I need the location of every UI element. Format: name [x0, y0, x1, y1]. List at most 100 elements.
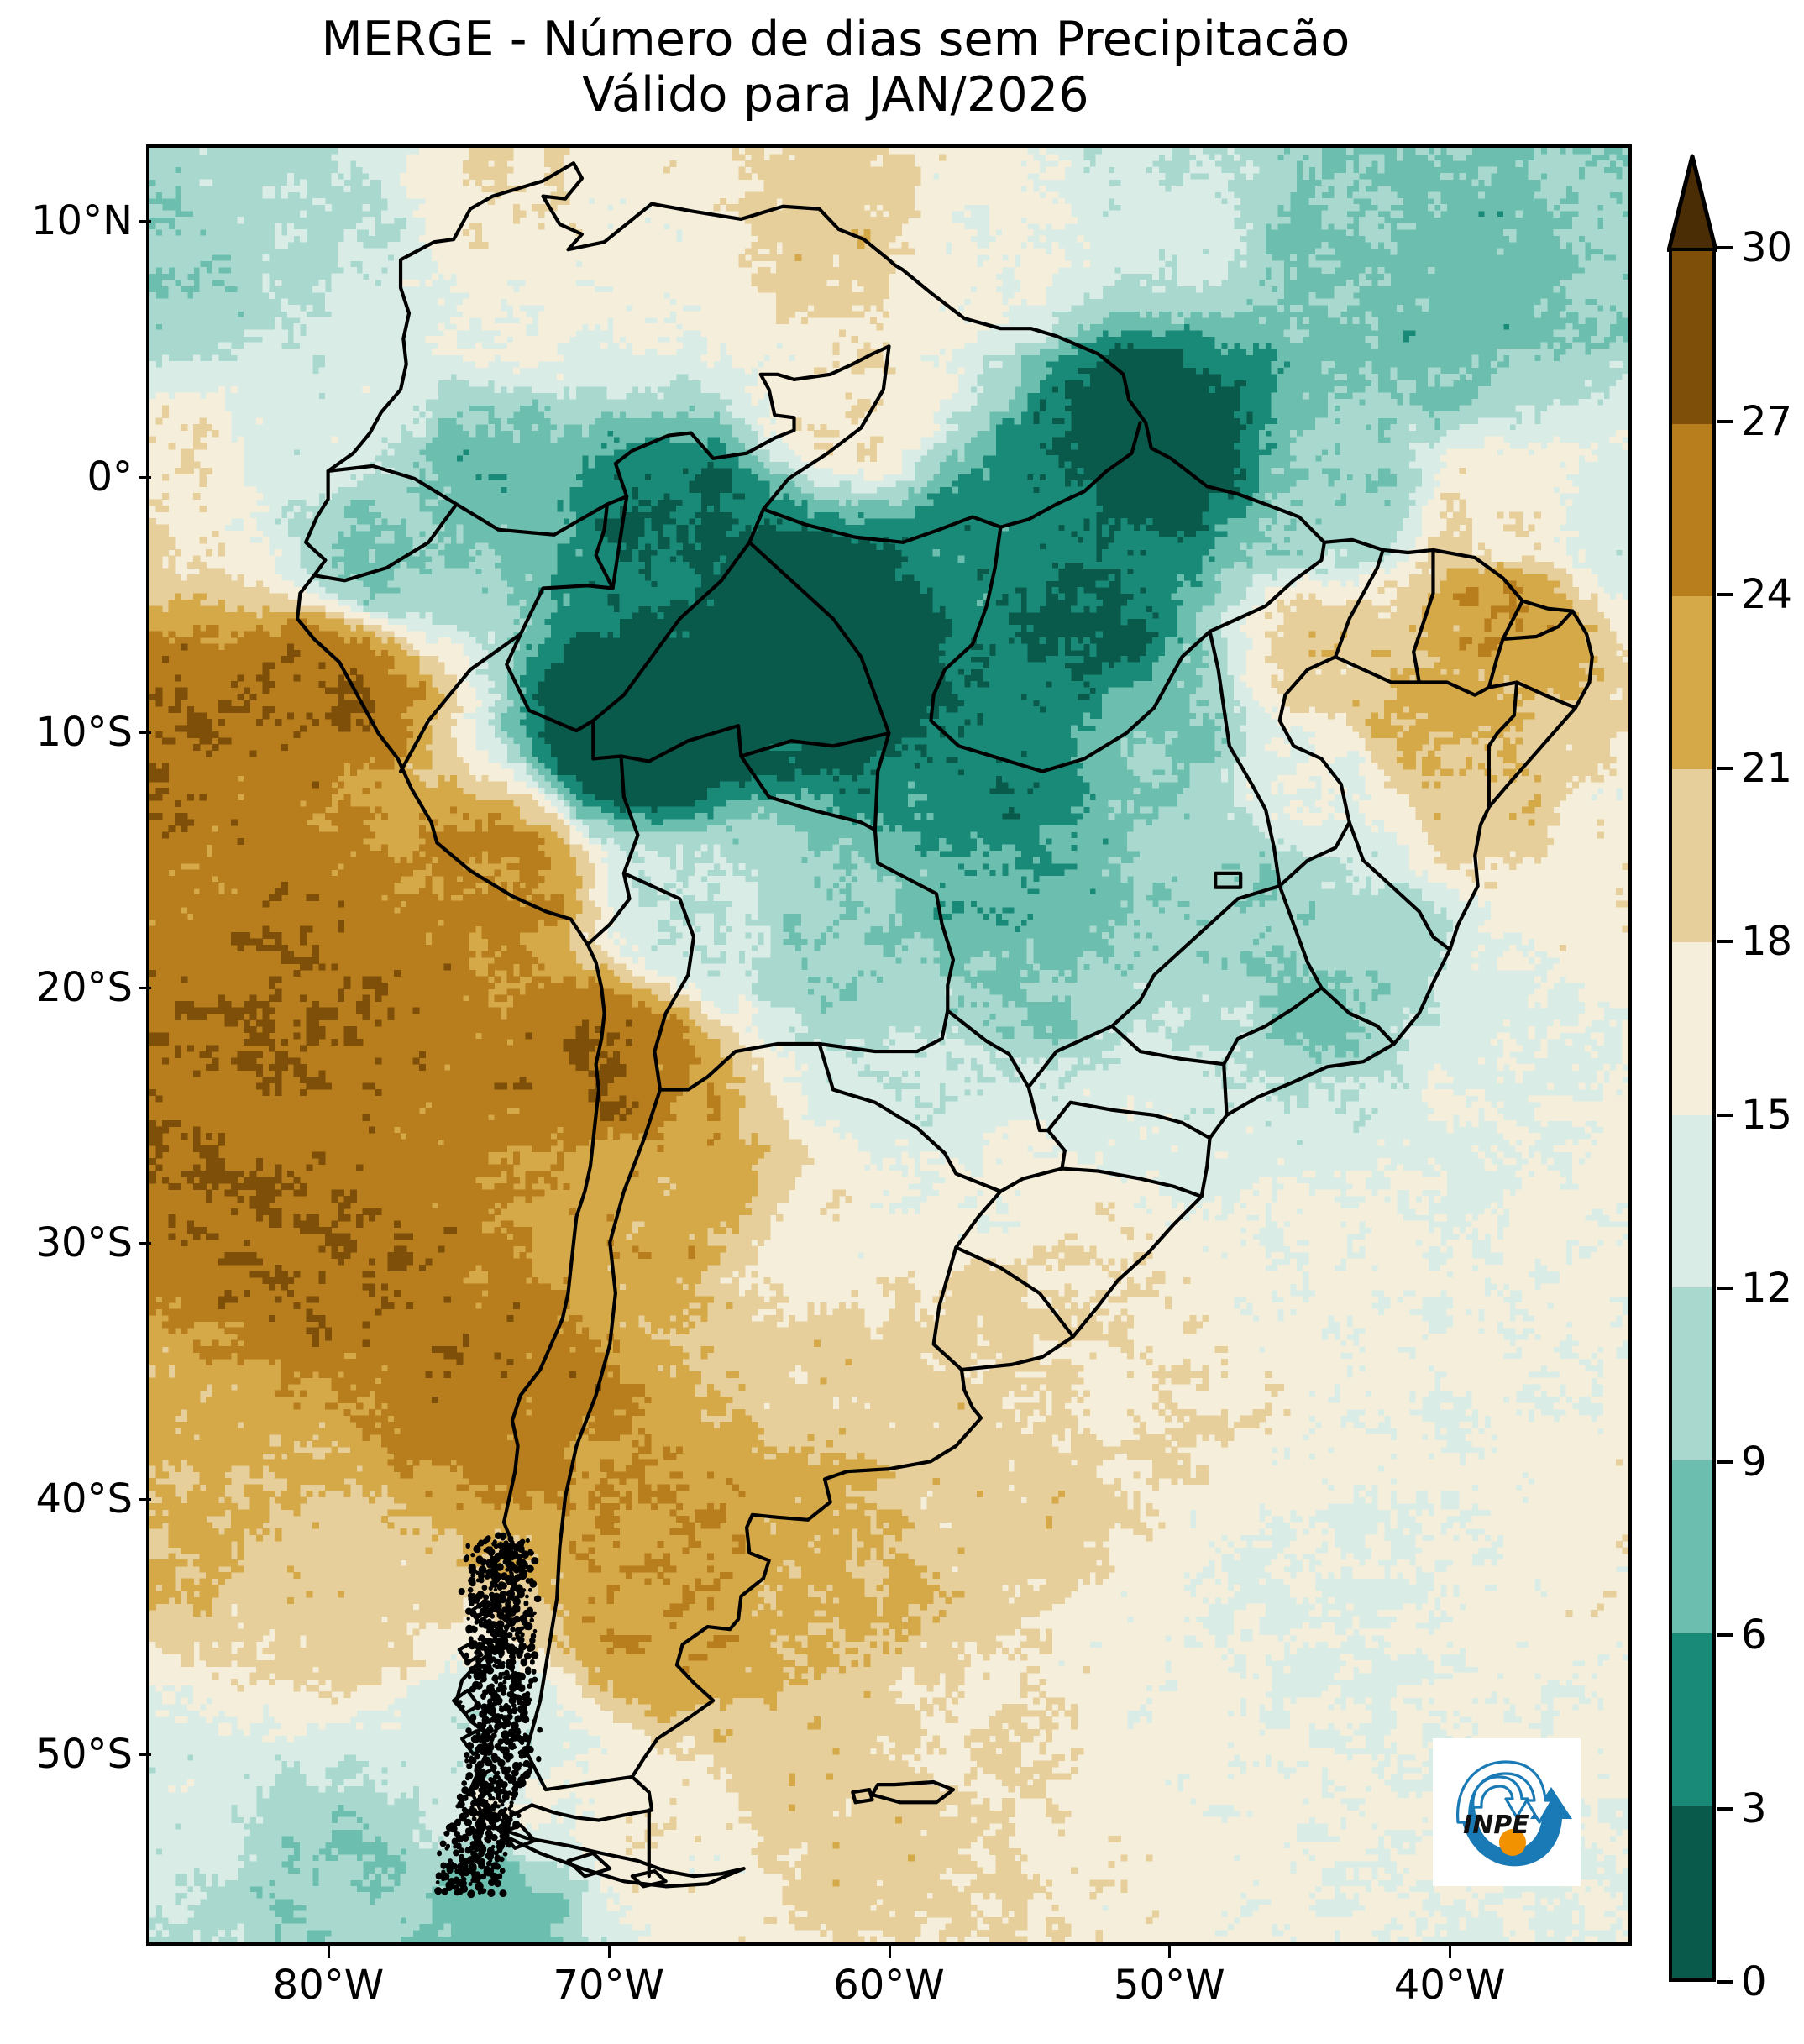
border-line	[851, 1787, 874, 1805]
border-line	[1501, 609, 1575, 642]
border-line	[870, 1779, 956, 1805]
border-line	[931, 1245, 963, 1372]
colorbar-tick-mark	[1717, 940, 1733, 943]
border-line	[817, 1041, 1003, 1193]
border-line	[630, 1869, 668, 1889]
colorbar-tick-mark	[1717, 593, 1733, 596]
inner-arc-icon	[1471, 1775, 1529, 1819]
colorbar-tick-mark	[1717, 246, 1733, 249]
border-line	[1487, 680, 1519, 810]
latitude-tick-mark	[139, 731, 151, 734]
colorbar-tick-mark	[1717, 766, 1733, 770]
latitude-tick-mark	[139, 1753, 151, 1756]
latitude-tick-mark	[139, 1497, 151, 1501]
border-line	[1347, 820, 1452, 951]
latitude-tick-label: 50°S	[35, 1730, 133, 1778]
colorbar-band	[1672, 941, 1712, 1115]
border-line	[1277, 655, 1577, 888]
border-line	[398, 632, 522, 773]
inpe-wordmark: INPE	[1463, 1811, 1529, 1840]
colorbar-tick-label: 27	[1741, 397, 1793, 445]
colorbar-tick-label: 3	[1741, 1785, 1767, 1832]
longitude-tick-label: 80°W	[272, 1962, 385, 2009]
colorbar-tick-mark	[1717, 1460, 1733, 1464]
colorbar-band	[1672, 1633, 1712, 1806]
colorbar-tick-mark	[1717, 1113, 1733, 1117]
longitude-tick-label: 60°W	[833, 1962, 945, 2009]
border-line	[1333, 548, 1385, 659]
longitude-tick-label: 40°W	[1393, 1962, 1506, 2009]
chart-title-block: MERGE - Número de dias sem Precipitacão …	[0, 12, 1671, 123]
latitude-tick-mark	[139, 220, 151, 223]
longitude-tick-mark	[327, 1946, 330, 1958]
latitude-tick-label: 0°	[87, 453, 133, 501]
colorbar-band	[1672, 1287, 1712, 1460]
border-line	[524, 1088, 663, 1792]
colorbar-band	[1672, 251, 1712, 424]
latitude-tick-mark	[139, 1242, 151, 1245]
colorbar-tick-mark	[1717, 1806, 1733, 1811]
latitude-tick-mark	[139, 475, 151, 479]
border-line	[1060, 1166, 1204, 1198]
colorbar-band	[1672, 1114, 1712, 1288]
latitude-tick-label: 30°S	[35, 1219, 133, 1267]
colorbar-band	[1672, 596, 1712, 770]
contour-band-fill	[456, 210, 1510, 933]
border-line	[1110, 1024, 1226, 1067]
border-line	[1214, 871, 1243, 889]
border-line	[739, 731, 891, 758]
inpe-logo-graphic: INPE	[1456, 1760, 1572, 1867]
colorbar-band	[1672, 1460, 1712, 1633]
border-line	[621, 871, 950, 1092]
contour-band-fill	[149, 148, 1628, 1942]
colorbar-tick-mark	[1717, 1980, 1733, 1984]
colorbar-tick-label: 9	[1741, 1438, 1767, 1486]
longitude-tick-mark	[1449, 1946, 1452, 1958]
contour-band-fill	[149, 643, 639, 1404]
latitude-tick-mark	[139, 987, 151, 990]
colorbar-tick-label: 24	[1741, 571, 1793, 618]
latitude-tick-label: 10°S	[35, 708, 133, 756]
colorbar-gradient-body	[1669, 248, 1716, 1982]
orange-dot-icon	[1499, 1829, 1526, 1856]
border-line	[1046, 1100, 1212, 1140]
border-line	[1487, 599, 1524, 689]
inpe-logo: INPE	[1433, 1738, 1581, 1886]
border-line	[929, 540, 1326, 773]
contour-field-layer	[149, 148, 1628, 1942]
colorbar-tick-label: 15	[1741, 1091, 1793, 1139]
longitude-tick-mark	[888, 1946, 891, 1958]
border-line	[1026, 629, 1282, 1089]
page-title: MERGE - Número de dias sem Precipitacão	[321, 12, 1350, 67]
page-subtitle: Válido para JAN/2026	[582, 67, 1089, 123]
country-state-borders	[296, 161, 1594, 1899]
colorbar-tick-mark	[1717, 419, 1733, 423]
contour-band-fill	[149, 229, 1604, 1887]
colorbar-tick-label: 18	[1741, 918, 1793, 965]
colorbar-tick-mark	[1717, 1633, 1733, 1637]
patagonia-archipelago	[434, 1532, 543, 1899]
colorbar-tick-label: 30	[1741, 224, 1793, 271]
border-line	[1347, 1011, 1396, 1046]
border-line	[747, 540, 891, 832]
contour-band-fill	[149, 148, 1628, 1942]
colorbar-tick-label: 12	[1741, 1265, 1793, 1312]
colorbar: 0 3 6 9 12 15 18 21 24 27 30	[1667, 153, 1804, 2005]
contour-band-fill	[149, 580, 1555, 1674]
border-line	[1222, 986, 1324, 1117]
precipitation-days-map	[149, 148, 1628, 1942]
map-plot-area	[146, 144, 1632, 1946]
colorbar-band	[1672, 769, 1712, 942]
longitude-tick-mark	[607, 1946, 611, 1958]
latitude-tick-label: 10°N	[31, 197, 133, 245]
colorbar-tick-label: 6	[1741, 1612, 1767, 1659]
border-line	[1412, 548, 1435, 684]
longitude-tick-mark	[1168, 1946, 1172, 1958]
colorbar-tick-label: 0	[1741, 1958, 1767, 2005]
border-line	[929, 525, 1003, 723]
latitude-tick-label: 20°S	[35, 964, 133, 1012]
colorbar-tick-mark	[1717, 1287, 1733, 1290]
border-line	[312, 502, 459, 583]
contour-band-fill	[149, 148, 1628, 1942]
border-line	[594, 495, 629, 590]
